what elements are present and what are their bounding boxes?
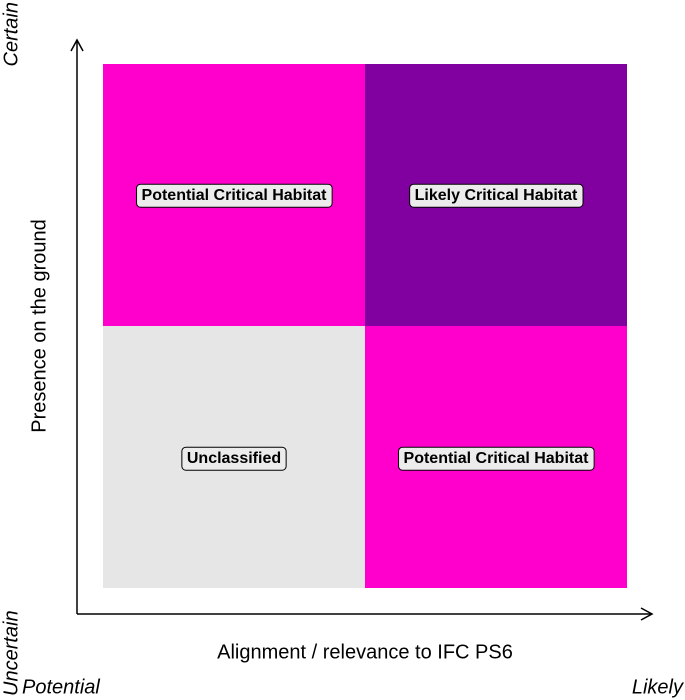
label-box bbox=[136, 183, 333, 208]
label-box bbox=[181, 446, 287, 471]
y-high-label: Certain bbox=[0, 2, 22, 66]
label-box bbox=[409, 183, 584, 208]
x-high-label: Likely bbox=[632, 676, 684, 698]
quadrant-label: Likely Critical Habitat bbox=[415, 187, 578, 204]
y-low-label: Uncertain bbox=[0, 610, 22, 696]
y-axis-title: Presence on the ground bbox=[28, 219, 50, 433]
quadrant-label: Unclassified bbox=[187, 450, 281, 467]
x-low-label: Potential bbox=[22, 676, 100, 698]
label-box bbox=[398, 446, 595, 471]
x-axis-title: Alignment / relevance to IFC PS6 bbox=[217, 641, 513, 663]
quadrant-label: Potential Critical Habitat bbox=[404, 450, 590, 467]
quadrant-label: Potential Critical Habitat bbox=[142, 187, 328, 204]
